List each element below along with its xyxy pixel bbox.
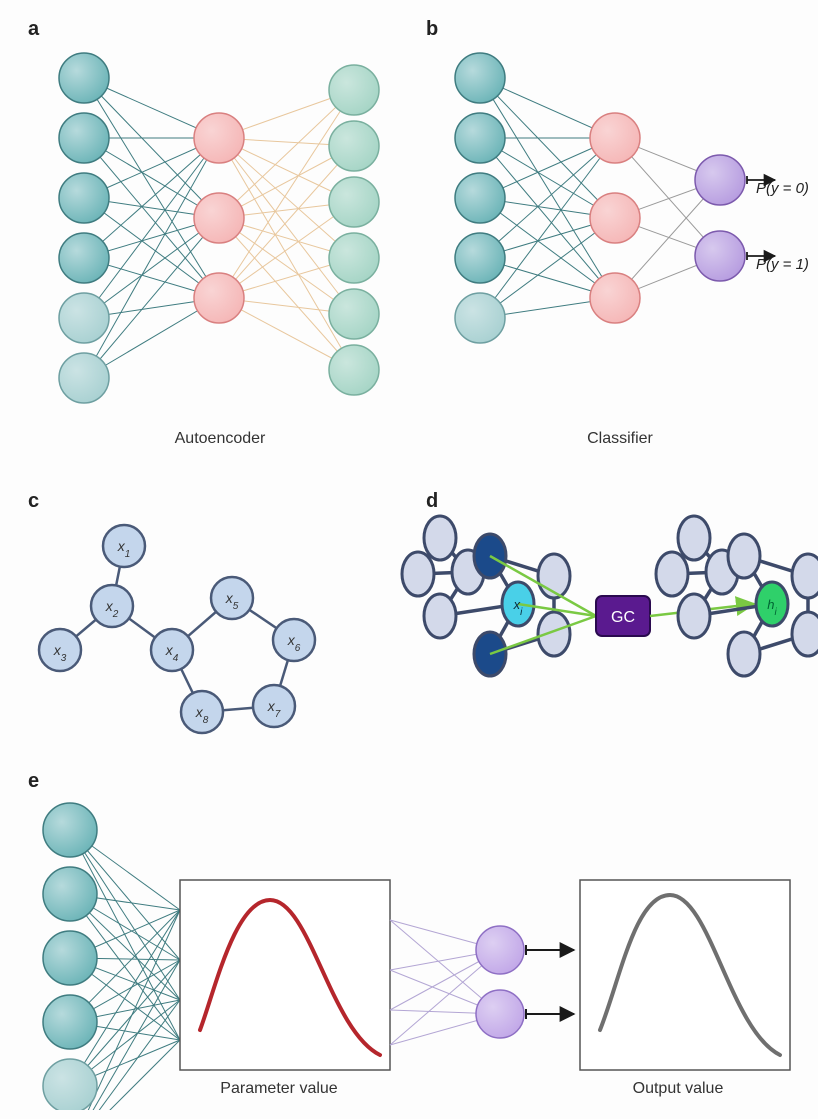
panel-a-svg [24,30,404,430]
panel-d-svg: GCxihi [400,500,818,730]
panel-c-svg: x1x2x3x4x5x6x7x8 [24,510,354,760]
panel-e-svg [10,770,810,1110]
caption-classifier: Classifier [560,430,680,448]
svg-text:GC: GC [611,609,635,626]
caption-autoencoder: Autoencoder [150,430,290,448]
panel-b-svg [420,30,818,430]
